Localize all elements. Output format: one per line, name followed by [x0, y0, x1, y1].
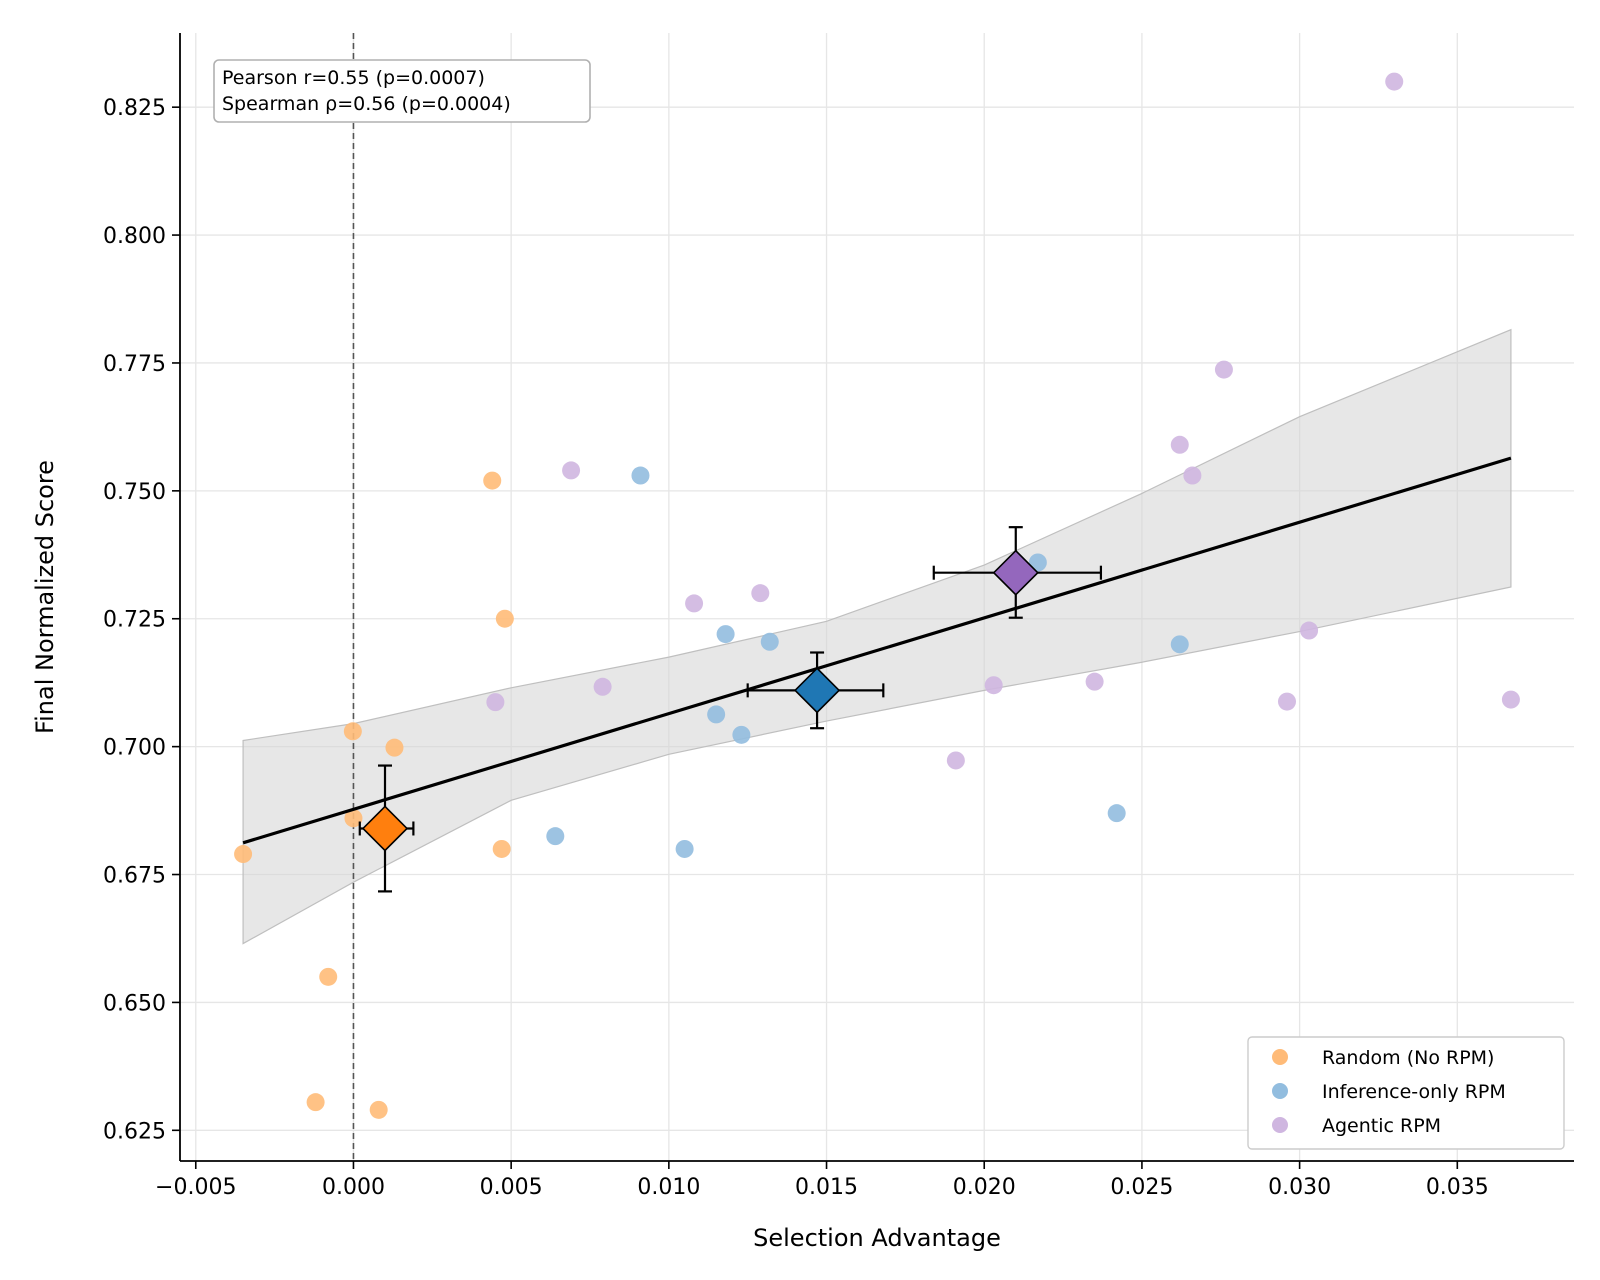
point-random-5	[306, 1093, 325, 1112]
point-agentic-5	[946, 751, 965, 770]
y-tick-label-8: 0.825	[103, 96, 166, 121]
x-tick-label-0: −0.005	[155, 1175, 236, 1200]
data-points	[234, 72, 1520, 1119]
point-agentic-2	[593, 677, 612, 696]
y-tick-label-1: 0.650	[103, 991, 166, 1016]
point-agentic-7	[1085, 672, 1104, 691]
y-tick-label-6: 0.775	[103, 352, 166, 377]
y-tick-label-2: 0.675	[103, 864, 166, 889]
legend-box	[1247, 1036, 1565, 1150]
point-agentic-8	[1170, 435, 1189, 454]
point-agentic-6	[984, 676, 1003, 695]
point-inference-only-1	[716, 625, 735, 644]
point-inference-only-8	[1170, 635, 1189, 654]
point-random-9	[492, 839, 511, 858]
point-random-8	[495, 609, 514, 628]
point-agentic-14	[1501, 690, 1520, 709]
point-inference-only-3	[707, 705, 726, 724]
x-tick-label-3: 0.010	[637, 1175, 700, 1200]
legend-label-agentic: Agentic RPM	[1322, 1115, 1441, 1137]
point-agentic-11	[1278, 692, 1296, 711]
annotation-spearman: Spearman ρ=0.56 (p=0.0004)	[222, 93, 511, 115]
point-random-6	[369, 1100, 388, 1119]
legend-marker-inference-only	[1272, 1083, 1288, 1099]
annotation-pearson: Pearson r=0.55 (p=0.0007)	[222, 67, 485, 89]
y-axis-title: Final Normalized Score	[31, 460, 59, 734]
y-tick-label-0: 0.625	[103, 1119, 166, 1144]
confidence-band	[242, 328, 1512, 945]
regression-line-group	[242, 456, 1512, 845]
mean-marker-inference-only	[793, 667, 841, 714]
stats-annotation: Pearson r=0.55 (p=0.0007) Spearman ρ=0.5…	[213, 59, 591, 123]
x-tick-label-5: 0.020	[953, 1175, 1016, 1200]
y-tick-label-4: 0.725	[103, 608, 166, 633]
point-random-2	[344, 809, 363, 828]
point-agentic-12	[1300, 621, 1319, 640]
point-inference-only-0	[631, 466, 650, 485]
x-tick-label-7: 0.030	[1268, 1175, 1331, 1200]
annotation-box	[213, 59, 591, 123]
axes	[172, 33, 1574, 1169]
regression-line	[242, 456, 1512, 845]
tick-labels: −0.005 0.000 0.005 0.010 0.015 0.020 0.025 0.03…	[103, 96, 1489, 1200]
point-agentic-9	[1183, 466, 1202, 485]
point-agentic-3	[685, 594, 704, 613]
legend-label-inference-only: Inference-only RPM	[1322, 1081, 1506, 1103]
group-means	[358, 526, 1103, 893]
y-tick-label-5: 0.750	[103, 480, 166, 505]
point-agentic-13	[1385, 72, 1404, 91]
x-axis-title: Selection Advantage	[753, 1224, 1001, 1252]
legend-label-random: Random (No RPM)	[1322, 1047, 1494, 1069]
point-random-1	[343, 722, 362, 741]
mean-marker-random	[361, 805, 409, 852]
point-random-7	[483, 471, 502, 490]
legend-marker-agentic	[1272, 1117, 1288, 1133]
x-tick-label-1: 0.000	[322, 1175, 385, 1200]
x-tick-label-6: 0.025	[1110, 1175, 1173, 1200]
y-tick-label-7: 0.800	[103, 224, 166, 249]
point-inference-only-2	[760, 632, 779, 651]
point-agentic-4	[751, 584, 770, 603]
point-inference-only-4	[732, 725, 751, 744]
point-inference-only-7	[1028, 553, 1047, 572]
point-inference-only-5	[546, 827, 565, 846]
x-tick-label-2: 0.005	[480, 1175, 543, 1200]
x-tick-label-8: 0.035	[1426, 1175, 1489, 1200]
x-tick-label-4: 0.015	[795, 1175, 858, 1200]
point-random-4	[319, 967, 338, 986]
point-random-3	[385, 738, 404, 757]
point-inference-only-9	[1107, 804, 1126, 823]
point-agentic-1	[486, 693, 505, 712]
confidence-band-group	[242, 328, 1512, 945]
legend-marker-random	[1272, 1049, 1288, 1065]
y-tick-label-3: 0.700	[103, 736, 166, 761]
point-random-0	[234, 845, 253, 864]
point-inference-only-6	[675, 839, 694, 858]
legend: Random (No RPM) Inference-only RPM Agent…	[1247, 1036, 1565, 1150]
point-agentic-10	[1214, 360, 1233, 379]
point-agentic-0	[562, 461, 581, 480]
mean-marker-agentic	[992, 549, 1039, 596]
